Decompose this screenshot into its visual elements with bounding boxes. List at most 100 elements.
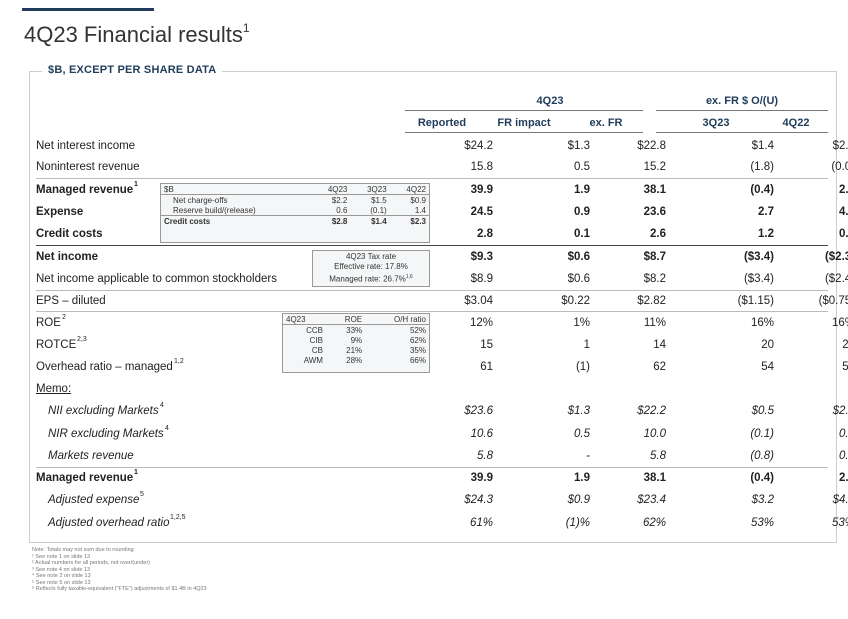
cell-value: ($3.4): [743, 251, 774, 263]
inset-label: Reserve build/(release): [173, 205, 256, 215]
row-label: NII excluding Markets: [48, 405, 159, 417]
row-divider: [36, 467, 828, 468]
row-label: Net interest income: [36, 140, 136, 152]
cell-value: (0.8): [750, 450, 774, 462]
cell-value: ($1.15): [737, 295, 774, 307]
cell-value: 4.6: [839, 206, 848, 218]
cell-value: 0.1: [574, 228, 590, 240]
cell-value: $23.4: [637, 494, 666, 506]
cell-value: 24.5: [470, 206, 493, 218]
cell-value: $1.4: [751, 140, 774, 152]
table-row: Net interest income $24.2 $1.3 $22.8 $1.4 $2.…: [36, 136, 848, 158]
row-divider: [36, 290, 828, 291]
row-label: EPS – diluted: [36, 295, 106, 307]
inset-label: Credit costs: [164, 216, 211, 226]
cell-value: $3.2: [751, 494, 774, 506]
results-panel: [29, 71, 837, 543]
cell-value: $2.2: [832, 405, 848, 417]
segment-label: CB: [311, 345, 323, 355]
cell-value: (0.1): [750, 428, 774, 440]
cell-value: 0.9: [574, 206, 590, 218]
group-header-4q23: 4Q23: [536, 95, 564, 107]
table-row: Net income $9.3 $0.6 $8.7 ($3.4) ($2.3): [36, 247, 848, 269]
cell-value: 61%: [469, 517, 493, 529]
row-label: Managed revenue: [36, 184, 134, 196]
row-divider: [36, 245, 828, 246]
row-label: Net income: [36, 251, 98, 263]
row-label: Managed revenue: [36, 472, 134, 484]
cell-value: $0.9: [567, 494, 590, 506]
cell-value: $9.3: [470, 251, 493, 263]
cell-value: 5.8: [477, 450, 493, 462]
footnote: ² Actual numbers for all periods, not ov…: [32, 560, 151, 566]
inset-header: 4Q23: [327, 184, 348, 194]
cell-value: 0.5: [574, 161, 590, 173]
cell-value: 53: [842, 361, 848, 373]
inset-cell: 1.4: [414, 205, 426, 215]
table-row: Adjusted overhead ratio 1,2,5 61% (1)% 62% 53…: [36, 513, 848, 535]
cell-value: (0.4): [750, 472, 774, 484]
cell-value: $0.6: [567, 251, 590, 263]
cell-value: $2.82: [637, 295, 666, 307]
row-label: NIR excluding Markets: [48, 428, 164, 440]
inset-cell: 35%: [409, 345, 426, 355]
inset-cell: $2.3: [410, 216, 426, 226]
tax-rate-inset: 4Q23 Tax rate Effective rate: 17.8% Mana…: [312, 250, 430, 287]
title-accent-bar: [22, 8, 154, 11]
inset-cell: 9%: [350, 335, 363, 345]
inset-cell: 0.6: [336, 205, 348, 215]
inset-header: ROE: [344, 314, 363, 324]
row-divider: [36, 311, 828, 312]
table-row: EPS – diluted $3.04 $0.22 $2.82 ($1.15) ($0.7…: [36, 291, 848, 313]
inset-cell: 28%: [346, 355, 363, 365]
cell-value: 12%: [469, 317, 493, 329]
footnote-ref: 1: [134, 181, 138, 188]
credit-costs-inset: $B 4Q23 3Q23 4Q22 Net charge-offs $2.2 $1.…: [160, 183, 430, 243]
col-underline-ou: [656, 132, 828, 133]
cell-value: 15: [480, 339, 493, 351]
row-label: Noninterest revenue: [36, 161, 140, 173]
inset-cell: $2.2: [331, 195, 348, 205]
footnote: ¹ See note 1 on slide 13: [32, 553, 91, 560]
cell-value: $8.2: [643, 273, 666, 285]
cell-value: 20: [761, 339, 774, 351]
row-label: Memo:: [36, 383, 72, 395]
group-underline-4q23: [405, 110, 643, 111]
cell-value: 1.9: [574, 472, 590, 484]
inset-cell: (0.1): [370, 205, 387, 215]
inset-cell: $1.5: [371, 195, 387, 205]
footnote-ref: 2: [62, 314, 66, 321]
cell-value: 61: [480, 361, 493, 373]
cell-value: (0.4): [750, 184, 774, 196]
effective-rate: Effective rate: 17.8%: [334, 262, 408, 271]
cell-value: $3.04: [464, 295, 493, 307]
footnote-ref: 2,3: [77, 336, 87, 343]
cell-value: $2.5: [832, 140, 848, 152]
managed-rate: Managed rate: 26.7%1,6: [329, 274, 413, 284]
table-row: Net income applicable to common stockhol…: [36, 269, 848, 291]
cell-value: 53%: [831, 517, 848, 529]
row-label: Markets revenue: [48, 450, 134, 462]
inset-cell: $1.4: [371, 216, 387, 226]
row-label: ROE: [36, 317, 61, 329]
row-label: Adjusted expense: [48, 494, 140, 506]
cell-value: $0.5: [751, 405, 774, 417]
cell-value: 53%: [750, 517, 774, 529]
table-row: NII excluding Markets 4 $23.6 $1.3 $22.2 $0.5…: [36, 401, 848, 423]
footnote: ³ See note 4 on slide 13: [32, 566, 91, 573]
cell-value: $24.2: [464, 140, 493, 152]
cell-value: 14: [653, 339, 666, 351]
inset-cell: 33%: [346, 325, 363, 335]
cell-value: 11%: [643, 317, 666, 329]
footnote: ⁶ Reflects fully taxable-equivalent ("FT…: [32, 586, 207, 592]
table-row: Expense 24.5 0.9 23.6 2.7 4.6: [36, 202, 848, 224]
cell-value: 54: [761, 361, 774, 373]
cell-value: $24.3: [464, 494, 493, 506]
row-label: Credit costs: [36, 228, 103, 240]
table-row: Noninterest revenue 15.8 0.5 15.2 (1.8) (0.0): [36, 157, 848, 179]
table-row: Credit costs 2.8 0.1 2.6 1.2 0.3: [36, 224, 848, 246]
